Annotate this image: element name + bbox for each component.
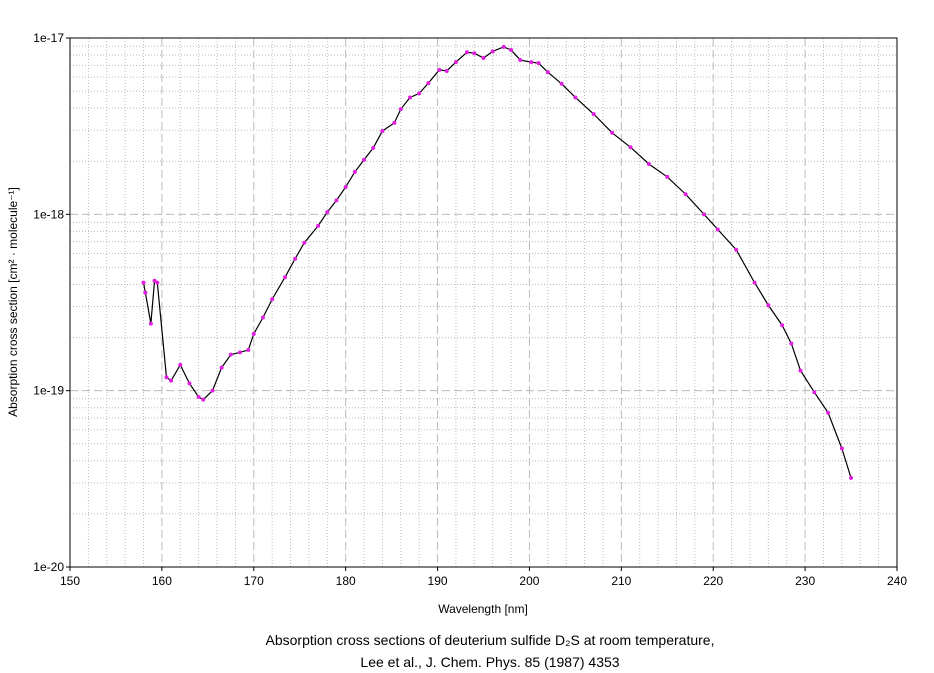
data-point	[529, 60, 534, 65]
y-axis-label: Absorption cross section [cm² · molecule…	[6, 187, 20, 417]
data-point	[501, 44, 506, 49]
data-point	[444, 68, 449, 73]
data-point	[839, 446, 844, 451]
data-point	[293, 256, 298, 261]
data-point	[380, 128, 385, 133]
data-point	[490, 49, 495, 54]
data-point	[196, 395, 201, 400]
data-point	[148, 321, 153, 326]
data-point	[789, 341, 794, 346]
y-tick-label: 1e-18	[33, 207, 64, 221]
x-tick-label: 170	[244, 574, 264, 588]
plot-area	[70, 38, 897, 567]
data-point	[849, 475, 854, 480]
data-point	[646, 161, 651, 166]
data-point	[426, 81, 431, 86]
data-point	[398, 107, 403, 112]
data-point	[417, 91, 422, 96]
data-point	[715, 227, 720, 232]
data-point	[362, 157, 367, 162]
data-point	[237, 350, 242, 355]
data-point	[798, 368, 803, 373]
data-point	[628, 145, 633, 150]
data-point	[270, 297, 275, 302]
data-point	[187, 381, 192, 386]
y-tick-label: 1e-17	[33, 31, 64, 45]
data-point	[573, 95, 578, 100]
caption: Absorption cross sections of deuterium s…	[266, 632, 715, 648]
y-tick-label: 1e-19	[33, 384, 64, 398]
data-line	[142, 46, 852, 479]
caption: Lee et al., J. Chem. Phys. 85 (1987) 435…	[360, 654, 619, 670]
data-point	[371, 145, 376, 150]
plot-frame	[69, 37, 898, 568]
data-point	[407, 95, 412, 100]
data-point	[210, 388, 215, 393]
data-point	[610, 130, 615, 135]
x-tick-label: 150	[60, 574, 80, 588]
x-tick-label: 190	[428, 574, 448, 588]
data-point	[518, 58, 523, 63]
data-point	[752, 280, 757, 285]
data-point	[559, 81, 564, 86]
data-point	[343, 184, 348, 189]
data-point	[169, 378, 174, 383]
data-point	[591, 112, 596, 117]
x-tick-label: 230	[795, 574, 815, 588]
data-point	[155, 280, 160, 285]
data-point	[260, 315, 265, 320]
y-tick-label: 1e-20	[33, 560, 64, 574]
data-point	[766, 303, 771, 308]
data-point	[325, 210, 330, 215]
data-point	[141, 280, 146, 285]
data-point	[143, 290, 148, 295]
data-point	[509, 47, 514, 52]
data-point	[683, 192, 688, 197]
data-point	[302, 240, 307, 245]
data-point	[283, 275, 288, 280]
data-point	[392, 120, 397, 125]
data-point	[780, 323, 785, 328]
data-point	[334, 198, 339, 203]
data-point	[545, 70, 550, 75]
data-point	[826, 410, 831, 415]
data-point	[472, 51, 477, 56]
data-point	[481, 56, 486, 61]
x-tick-label: 180	[336, 574, 356, 588]
data-point	[453, 60, 458, 65]
x-tick-label: 200	[519, 574, 539, 588]
x-tick-label: 160	[152, 574, 172, 588]
data-point	[201, 397, 206, 402]
data-point	[464, 50, 469, 55]
data-point	[228, 352, 233, 357]
data-point	[251, 331, 256, 336]
data-point	[812, 390, 817, 395]
data-point	[352, 169, 357, 174]
data-point	[164, 375, 169, 380]
x-tick-label: 220	[703, 574, 723, 588]
data-point	[178, 362, 183, 367]
data-point	[437, 67, 442, 72]
x-axis-label: Wavelength [nm]	[438, 602, 528, 616]
data-point	[702, 212, 707, 217]
data-point	[246, 348, 251, 353]
data-point	[665, 174, 670, 179]
data-point	[316, 223, 321, 228]
data-point	[219, 365, 224, 370]
data-point	[734, 247, 739, 252]
x-tick-label: 210	[611, 574, 631, 588]
x-tick-label: 240	[887, 574, 907, 588]
data-point	[536, 61, 541, 66]
